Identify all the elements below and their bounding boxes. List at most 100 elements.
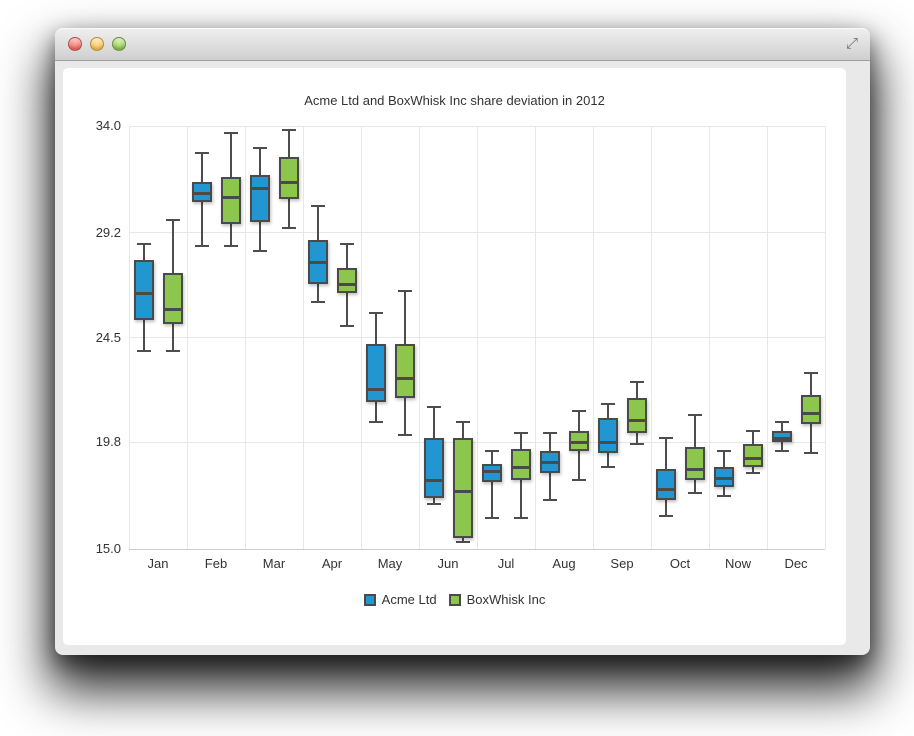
boxplot-acme-ltd-jun[interactable] [424,405,444,507]
legend-item-boxwhisk-inc[interactable]: BoxWhisk Inc [448,592,545,607]
whisker-cap [572,478,586,481]
window-titlebar[interactable]: ⤢ [55,28,870,61]
boxplot-boxwhisk-inc-jan[interactable] [163,218,183,353]
median-line [395,376,415,380]
chart-panel: Acme Ltd and BoxWhisk Inc share deviatio… [63,68,846,645]
x-axis-label: Oct [669,556,691,571]
whisker-cap [572,409,586,412]
boxplot-boxwhisk-inc-may[interactable] [395,289,415,438]
x-axis-label: Aug [552,556,576,571]
median-line [656,487,676,491]
whisker-cap [514,516,528,519]
boxplot-boxwhisk-inc-jul[interactable] [511,432,531,520]
median-line [337,283,357,287]
median-line [511,465,531,469]
minimize-button[interactable] [90,37,104,51]
whisker-cap [688,492,702,495]
whisker-cap [224,245,238,248]
boxplot-acme-ltd-oct[interactable] [656,436,676,518]
median-line [279,180,299,184]
whisker-cap [804,452,818,455]
boxplot-boxwhisk-inc-dec[interactable] [801,372,821,455]
whisker-cap [630,443,644,446]
whisker-cap [427,503,441,506]
box-body [424,437,444,498]
boxplot-acme-ltd-jan[interactable] [134,242,154,353]
whisker-cap [804,372,818,375]
boxplot-boxwhisk-inc-now[interactable] [743,430,763,475]
whisker-cap [137,242,151,245]
x-axis-label: Feb [204,556,228,571]
boxplot-acme-ltd-apr[interactable] [308,205,328,304]
boxplot-acme-ltd-now[interactable] [714,450,734,498]
whisker-cap [717,494,731,497]
boxplot-acme-ltd-sep[interactable] [598,403,618,468]
y-axis-label: 29.2 [95,224,121,240]
boxplot-boxwhisk-inc-feb[interactable] [221,131,241,249]
app-window: ⤢ Acme Ltd and BoxWhisk Inc share deviat… [55,28,870,655]
whisker-cap [427,405,441,408]
boxplot-acme-ltd-mar[interactable] [250,147,270,252]
box-body [221,177,241,224]
x-gridline [476,126,478,549]
close-button[interactable] [68,37,82,51]
box-body [511,448,531,480]
x-gridline [186,126,188,549]
median-line [569,441,589,445]
boxplot-acme-ltd-may[interactable] [366,312,386,424]
x-gridline [766,126,768,549]
median-line [250,187,270,191]
x-gridline [824,126,826,549]
median-line [685,467,705,471]
x-gridline [244,126,246,549]
median-line [627,418,647,422]
box-body [772,430,792,443]
legend-item-acme-ltd[interactable]: Acme Ltd [363,592,437,607]
boxplot-boxwhisk-inc-sep[interactable] [627,381,647,446]
boxplot-acme-ltd-aug[interactable] [540,432,560,502]
boxplot-acme-ltd-jul[interactable] [482,450,502,520]
boxplot-boxwhisk-inc-apr[interactable] [337,242,357,328]
median-line [134,291,154,295]
box-body [250,174,270,222]
x-axis-label: Mar [262,556,286,571]
boxplot-boxwhisk-inc-aug[interactable] [569,409,589,482]
boxplot-boxwhisk-inc-oct[interactable] [685,414,705,495]
whisker-cap [543,499,557,501]
boxplot-boxwhisk-inc-jun[interactable] [453,421,473,544]
x-gridline [534,126,536,549]
median-line [801,412,821,416]
legend-swatch-icon [448,593,461,606]
y-axis-label: 15.0 [95,541,121,556]
whisker-cap [456,541,470,544]
whisker-cap [688,414,702,417]
boxplot-boxwhisk-inc-mar[interactable] [279,129,299,230]
chart-legend: Acme Ltd BoxWhisk Inc [63,592,846,607]
median-line [714,476,734,480]
legend-label: Acme Ltd [381,592,437,607]
whisker-cap [514,432,528,435]
x-gridline [708,126,710,549]
box-body [598,417,618,454]
whisker-cap [282,129,296,132]
y-axis-label: 19.8 [95,434,121,450]
x-gridline [302,126,304,549]
whisker-cap [282,227,296,230]
box-body [627,397,647,434]
box-body [714,466,734,487]
boxplot-acme-ltd-dec[interactable] [772,421,792,453]
whisker-cap [659,514,673,517]
median-line [221,196,241,200]
chart-title: Acme Ltd and BoxWhisk Inc share deviatio… [304,93,605,108]
zoom-button[interactable] [112,37,126,51]
box-body [337,268,357,293]
x-gridline [360,126,362,549]
whisker-cap [137,349,151,352]
median-line [424,478,444,482]
resize-arrows-icon[interactable]: ⤢ [845,34,858,52]
x-gridline [592,126,594,549]
box-body [685,446,705,480]
box-body [656,468,676,500]
boxplot-acme-ltd-feb[interactable] [192,151,212,249]
